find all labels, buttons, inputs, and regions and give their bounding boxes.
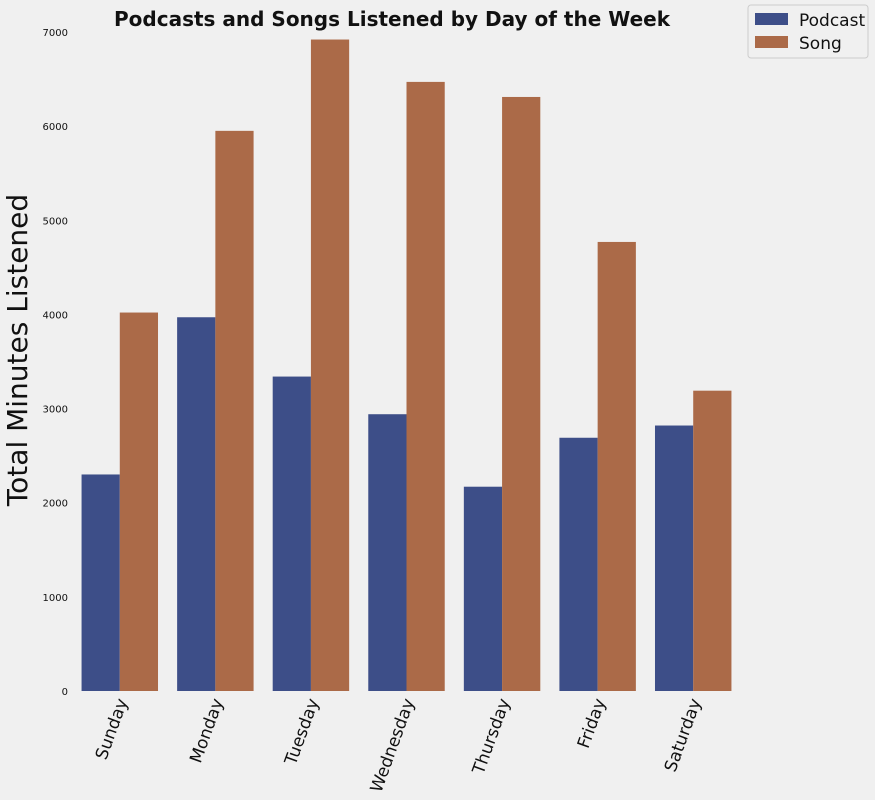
legend-swatch-podcast: [755, 13, 788, 25]
chart-title: Podcasts and Songs Listened by Day of th…: [114, 7, 671, 31]
y-tick-label: 6000: [43, 122, 68, 133]
bar-podcast-thursday: [463, 486, 503, 691]
bar-song-saturday: [693, 390, 732, 691]
bar-podcast-friday: [559, 437, 598, 691]
bar-podcast-monday: [177, 317, 216, 691]
y-tick-label: 2000: [43, 499, 68, 510]
legend: Podcast Song: [747, 4, 869, 59]
bar-podcast-sunday: [81, 474, 120, 691]
y-tick-label: 0: [62, 687, 68, 698]
x-axis-ticks: Sunday Monday Tuesday Wednesday Thursday Frid…: [92, 696, 706, 795]
y-tick-label: 3000: [43, 405, 68, 416]
bar-song-thursday: [502, 96, 541, 692]
legend-label-podcast: Podcast: [799, 11, 865, 31]
bar-song-sunday: [119, 312, 159, 691]
bar-podcast-wednesday: [368, 414, 407, 691]
y-tick-label: 4000: [43, 310, 68, 321]
y-axis-label: Total Minutes Listened: [1, 194, 34, 507]
x-tick-label: Friday: [574, 696, 610, 751]
bar-song-wednesday: [406, 81, 445, 692]
y-tick-label: 7000: [43, 28, 68, 39]
legend-swatch-song: [755, 36, 788, 48]
y-tick-label: 1000: [43, 593, 68, 604]
x-tick-label: Saturday: [661, 696, 706, 775]
y-axis-ticks: 0 1000 2000 3000 4000 5000 6000 7000: [43, 28, 68, 698]
legend-label-song: Song: [799, 34, 842, 54]
bar-podcast-tuesday: [272, 376, 311, 691]
bars: [81, 39, 732, 692]
x-tick-label: Thursday: [469, 696, 515, 778]
bar-song-tuesday: [310, 39, 350, 691]
bar-podcast-saturday: [654, 425, 694, 691]
x-tick-label: Wednesday: [367, 696, 419, 795]
y-tick-label: 5000: [43, 216, 68, 227]
x-tick-label: Sunday: [92, 696, 133, 763]
x-tick-label: Monday: [186, 696, 228, 766]
bar-song-monday: [215, 130, 254, 692]
bar-song-friday: [597, 241, 636, 691]
x-tick-label: Tuesday: [281, 696, 324, 769]
